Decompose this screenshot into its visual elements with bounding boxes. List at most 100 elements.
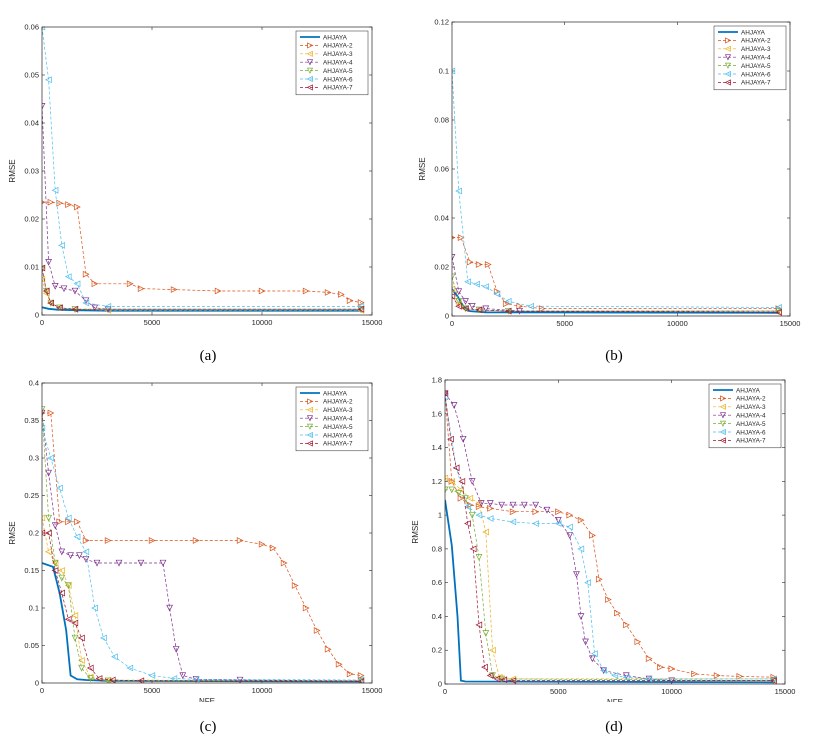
data-point <box>554 517 562 524</box>
data-point <box>468 303 476 310</box>
legend-box <box>295 30 369 96</box>
data-point <box>475 261 483 268</box>
data-point <box>302 604 310 612</box>
legend-label: AHJAYA-6 <box>741 71 771 78</box>
data-point <box>78 664 85 672</box>
y-tick-label: 0.4 <box>432 612 442 621</box>
legend-marker <box>307 42 314 49</box>
data-point <box>172 646 180 653</box>
data-point <box>42 529 46 537</box>
series-line-ahjaya-3 <box>42 517 362 682</box>
legend-label: AHJAYA <box>736 387 761 394</box>
legend-label: AHJAYA-3 <box>323 51 353 58</box>
y-tick-label: 0.06 <box>24 23 39 32</box>
data-point <box>148 672 156 679</box>
data-point <box>588 655 596 663</box>
data-point <box>509 677 517 684</box>
x-tick-label: 0 <box>40 686 44 695</box>
data-point <box>65 518 72 526</box>
data-point <box>43 287 50 295</box>
legend-box <box>708 383 782 449</box>
data-point <box>500 676 508 684</box>
series-line-ahjaya-7 <box>42 532 362 682</box>
legend-label: AHJAYA <box>323 390 348 397</box>
data-point <box>64 514 72 522</box>
legend-label: AHJAYA-3 <box>736 404 766 411</box>
data-point <box>484 261 492 268</box>
chart-panel-d: 0 5000 10000 15000 0 0.2 0.4 0.6 0.8 1 1.2 1.4 1.6 1.… <box>408 372 814 745</box>
y-tick-label: 0.05 <box>24 71 39 80</box>
y-tick-label: 0.6 <box>432 578 442 587</box>
data-point <box>462 298 469 305</box>
data-point <box>82 537 90 544</box>
data-point <box>60 285 68 293</box>
y-tick-label: 0.02 <box>24 215 39 224</box>
data-point <box>577 613 585 621</box>
series-line-ahjaya-7 <box>42 267 361 310</box>
axes-box <box>41 26 373 316</box>
caption-c: (c) <box>199 719 217 735</box>
data-point <box>148 537 156 544</box>
data-point <box>87 675 94 683</box>
data-point <box>466 258 474 266</box>
data-point <box>622 672 630 680</box>
legend-box <box>713 25 787 91</box>
y-tick-label: 0.35 <box>24 416 39 425</box>
data-point <box>45 548 52 556</box>
y-axis-label: RMSE <box>411 520 420 543</box>
legend-marker <box>306 67 314 74</box>
y-tick-label: 1.8 <box>432 376 442 385</box>
y-tick-label: 0.1 <box>29 604 39 613</box>
data-point <box>464 278 471 286</box>
data-point <box>452 293 456 300</box>
data-point <box>47 198 55 206</box>
data-point <box>115 559 123 567</box>
data-point <box>447 435 454 443</box>
y-tick-label: 0.8 <box>432 544 442 553</box>
data-point <box>452 285 456 293</box>
data-point <box>47 454 54 462</box>
data-point <box>82 299 90 307</box>
caption-b: (b) <box>605 348 623 364</box>
series-line-ahjaya-7 <box>445 393 774 681</box>
legend-label: AHJAYA-4 <box>323 60 353 67</box>
data-point <box>73 280 81 288</box>
series-line-ahjaya-6 <box>42 427 362 681</box>
data-point <box>47 409 55 417</box>
x-axis-label: NFE <box>199 329 215 330</box>
data-point <box>269 544 277 552</box>
data-point <box>71 634 79 642</box>
series-line-ahjaya <box>445 499 774 684</box>
data-point <box>357 299 365 306</box>
data-point <box>58 574 66 582</box>
legend-label: AHJAYA-3 <box>741 46 771 53</box>
data-point <box>78 634 85 642</box>
legend-label: AHJAYA-5 <box>741 63 771 70</box>
caption-a: (a) <box>199 348 217 364</box>
data-point <box>582 638 589 646</box>
y-tick-label: 0.08 <box>434 116 449 125</box>
x-tick-label: 5000 <box>144 318 161 327</box>
data-point <box>493 290 501 298</box>
x-tick-label: 5000 <box>144 686 161 695</box>
legend-label: AHJAYA <box>741 29 766 36</box>
data-point <box>71 305 79 313</box>
data-point <box>473 280 480 288</box>
data-point <box>71 619 79 627</box>
y-tick-label: 1.6 <box>432 409 442 418</box>
data-point <box>584 579 591 587</box>
y-tick-label: 0.05 <box>24 641 39 650</box>
data-point <box>461 305 469 313</box>
data-point <box>455 490 462 497</box>
data-point <box>600 667 607 674</box>
data-point <box>236 537 244 544</box>
data-point <box>126 280 134 288</box>
chart-c: 0 5000 10000 15000 0 0.05 0.1 0.15 0.2 0.25 0.3 0.3… <box>8 379 382 707</box>
legend-marker <box>306 406 313 413</box>
data-point <box>591 650 598 657</box>
data-point <box>527 302 535 310</box>
data-point <box>42 406 46 413</box>
y-axis-label: RMSE <box>8 159 17 182</box>
data-point <box>566 511 574 519</box>
data-point <box>775 307 783 315</box>
